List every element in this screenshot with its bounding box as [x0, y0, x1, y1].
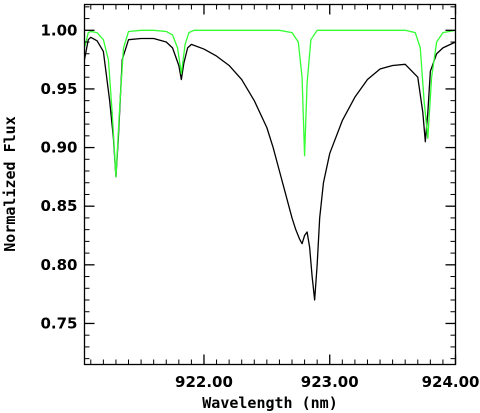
series-line-1 [83, 36, 456, 301]
x-axis-label: Wavelength (nm) [202, 394, 337, 412]
series-line-2 [83, 29, 456, 178]
y-axis-label: Normalized Flux [1, 116, 19, 251]
plot-frame [83, 3, 457, 366]
y-tick-label: 0.95 [40, 80, 77, 98]
x-tick-label: 923.00 [301, 373, 359, 391]
x-tick-label: 922.00 [175, 373, 233, 391]
y-tick-label: 0.75 [40, 314, 77, 332]
y-tick-label: 1.00 [40, 21, 77, 39]
series-layer [83, 29, 456, 301]
tick-layer: 922.00 923.00 924.00 0.75 0.80 0.85 0.90 0.95 1.… [40, 4, 480, 391]
y-tick-label: 0.90 [40, 139, 77, 157]
y-tick-label: 0.85 [40, 197, 77, 215]
x-tick-label: 924.00 [422, 373, 480, 391]
y-tick-label: 0.80 [40, 256, 77, 274]
